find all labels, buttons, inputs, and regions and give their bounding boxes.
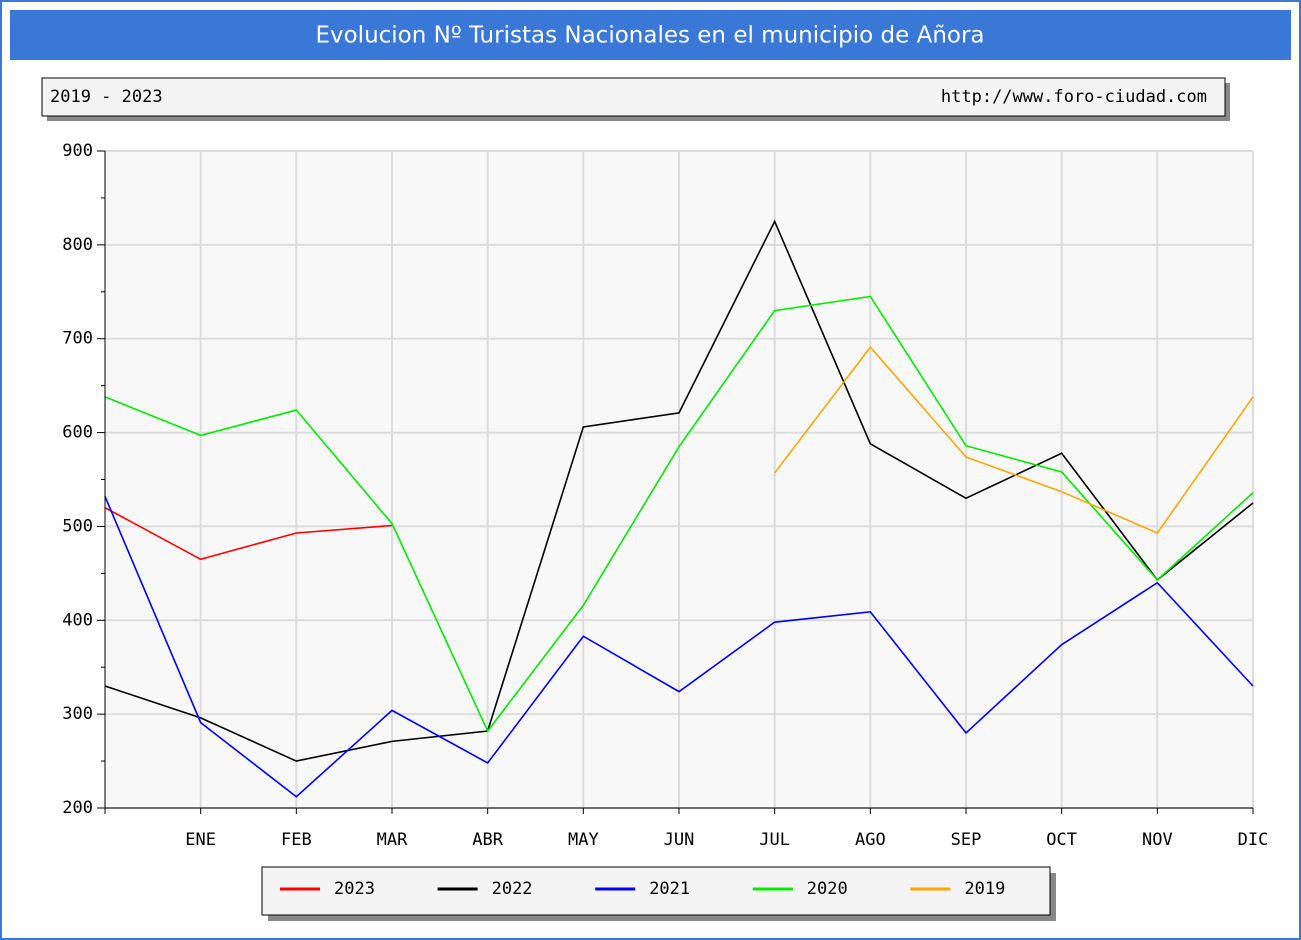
series-line	[104, 496, 1254, 798]
series-line	[104, 219, 1254, 762]
y-tick-label: 200	[62, 798, 93, 818]
x-tick-label: NOV	[1142, 830, 1173, 850]
series-line	[104, 295, 1254, 733]
x-tick-label: ABR	[472, 830, 503, 850]
x-tick-label: SEP	[951, 830, 982, 850]
y-tick-label: 900	[62, 141, 93, 161]
subtitle: 2019 - 2023	[50, 87, 163, 107]
legend	[261, 866, 1051, 916]
x-tick-label: MAR	[377, 830, 408, 850]
y-tick-label: 500	[62, 516, 93, 536]
title-bar	[10, 10, 1291, 60]
x-tick-label: MAY	[568, 830, 599, 850]
x-tick-label: DIC	[1238, 830, 1269, 850]
x-tick-label: OCT	[1046, 830, 1077, 850]
x-tick-label: JUL	[759, 830, 790, 850]
x-tick-label: JUN	[664, 830, 695, 850]
y-tick-label: 800	[62, 235, 93, 255]
legend-label: 2019	[964, 879, 1005, 899]
y-tick-label: 400	[62, 610, 93, 630]
legend-label: 2022	[492, 879, 533, 899]
y-tick-label: 700	[62, 329, 93, 349]
y-tick-label: 600	[62, 423, 93, 443]
series-line	[104, 506, 393, 561]
source: http://www.foro-ciudad.com	[941, 87, 1207, 107]
series-line	[774, 345, 1254, 534]
subtitle-box	[41, 77, 1226, 117]
chart-title: Evolucion Nº Turistas Nacionales en el m…	[315, 23, 984, 49]
x-tick-label: AGO	[855, 830, 886, 850]
x-tick-label: ENE	[185, 830, 216, 850]
x-tick-label: FEB	[281, 830, 312, 850]
legend-label: 2020	[807, 879, 848, 899]
y-tick-label: 300	[62, 704, 93, 724]
legend-label: 2021	[649, 879, 690, 899]
legend-label: 2023	[334, 879, 375, 899]
